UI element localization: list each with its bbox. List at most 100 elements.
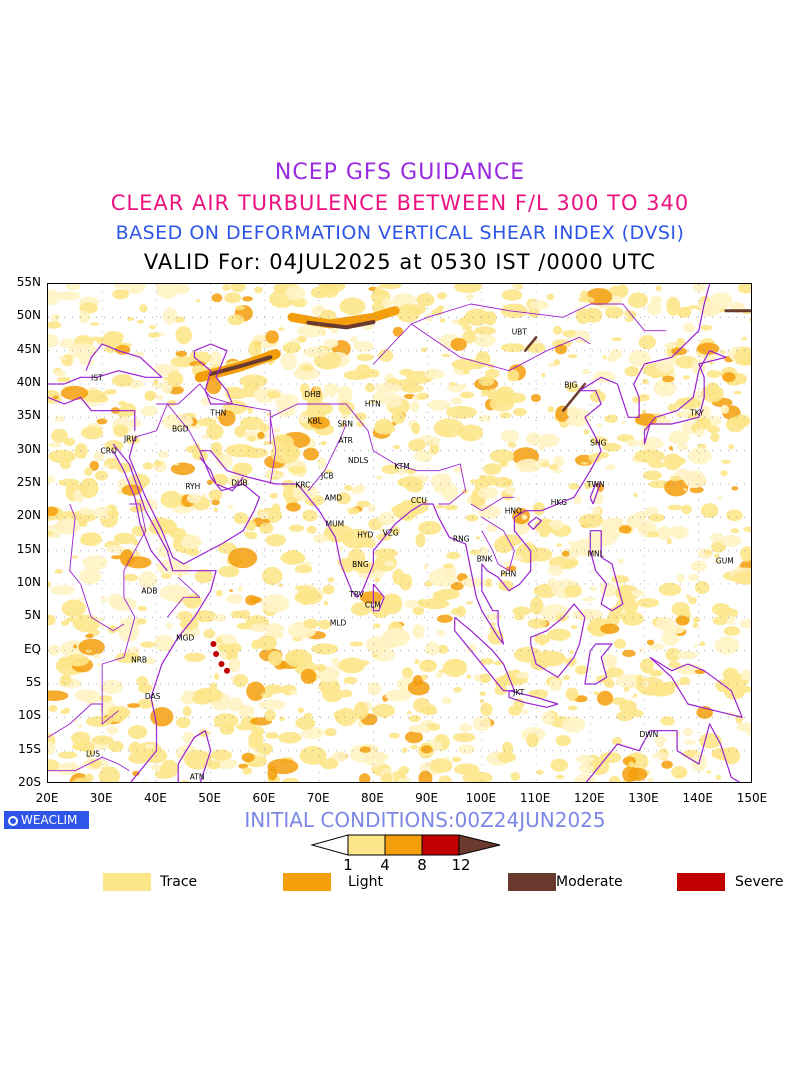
colorbar-min-arrow (310, 834, 349, 856)
trace-turbulence-patch (616, 711, 635, 721)
lon-label: 100E (465, 791, 497, 805)
trace-turbulence-patch (432, 590, 449, 602)
trace-turbulence-patch (210, 441, 223, 455)
trace-turbulence-patch (623, 686, 630, 692)
trace-turbulence-patch (288, 466, 306, 474)
trace-turbulence-patch (469, 479, 479, 484)
trace-turbulence-patch (500, 343, 525, 353)
political-border (48, 756, 130, 772)
lon-label: 40E (144, 791, 167, 805)
trace-turbulence-patch (299, 746, 327, 765)
trace-turbulence-patch (476, 336, 486, 341)
trace-turbulence-patch (385, 689, 412, 702)
trace-turbulence-patch (681, 504, 692, 515)
trace-turbulence-patch (127, 317, 135, 321)
trace-turbulence-patch (239, 374, 268, 388)
station-label: CRO (101, 447, 117, 456)
trace-turbulence-patch (553, 359, 561, 365)
light-turbulence-patch (228, 547, 258, 569)
trace-turbulence-patch (728, 444, 735, 450)
trace-turbulence-patch (526, 436, 535, 443)
lat-label: 10S (18, 708, 41, 723)
trace-turbulence-patch (230, 675, 235, 681)
trace-turbulence-patch (621, 611, 644, 626)
political-border (134, 403, 201, 451)
trace-turbulence-patch (437, 305, 445, 311)
light-turbulence-patch (170, 462, 195, 476)
trace-turbulence-patch (285, 549, 302, 564)
trace-turbulence-patch (641, 409, 647, 414)
trace-turbulence-patch (569, 650, 574, 655)
trace-turbulence-patch (412, 606, 425, 616)
graticule (48, 284, 751, 782)
trace-turbulence-patch (277, 473, 283, 478)
trace-turbulence-patch (671, 766, 688, 779)
lon-label: 60E (252, 791, 276, 805)
trace-turbulence-patch (177, 611, 193, 621)
political-border (156, 383, 271, 444)
trace-turbulence-patch (281, 777, 300, 782)
station-label: KRC (295, 481, 310, 490)
trace-turbulence-patch (265, 732, 279, 740)
light-turbulence-patch (689, 486, 704, 494)
trace-turbulence-patch (536, 769, 544, 775)
light-turbulence-patch (96, 418, 108, 425)
trace-turbulence-patch (466, 674, 472, 679)
trace-turbulence-patch (586, 623, 606, 633)
legend-swatch-light (283, 873, 331, 891)
coastline (584, 643, 613, 685)
trace-turbulence-patch (79, 358, 94, 366)
trace-turbulence-patch (224, 292, 242, 304)
trace-turbulence-patch (484, 582, 493, 588)
trace-turbulence-patch (96, 662, 102, 667)
trace-turbulence-patch (391, 411, 406, 424)
trace-turbulence-patch (749, 317, 751, 322)
trace-turbulence-patch (232, 674, 249, 688)
trace-turbulence-patch (156, 394, 164, 401)
trace-turbulence-patch (182, 731, 195, 744)
trace-turbulence-patch (699, 641, 706, 647)
trace-turbulence-patch (506, 369, 520, 382)
trace-turbulence-patch (313, 533, 328, 544)
trace-turbulence-patch (137, 698, 155, 709)
trace-turbulence-patch (374, 577, 381, 583)
trace-turbulence-patch (679, 676, 690, 686)
station-label: ATN (190, 773, 205, 782)
light-turbulence-patch (512, 508, 530, 525)
weaclim-logo: WEACLIM (4, 811, 89, 829)
trace-turbulence-patch (372, 703, 396, 718)
trace-turbulence-patch (528, 547, 553, 562)
trace-turbulence-patch (163, 307, 178, 325)
trace-turbulence-patch (193, 610, 217, 623)
political-border (470, 496, 515, 512)
trace-turbulence-patch (515, 458, 542, 473)
trace-turbulence-patch (102, 464, 111, 468)
trace-turbulence-patch (383, 560, 395, 567)
trace-turbulence-patch (446, 405, 477, 419)
light-turbulence-patch (585, 288, 613, 306)
trace-turbulence-patch (537, 650, 566, 667)
trace-turbulence-patch (733, 390, 742, 395)
trace-turbulence-patch (688, 596, 697, 605)
trace-turbulence-patch (493, 390, 512, 405)
trace-turbulence-patch (458, 723, 473, 733)
station-label: KTM (394, 462, 409, 471)
trace-turbulence-patch (542, 650, 550, 654)
trace-turbulence-patch (107, 510, 120, 517)
trace-turbulence-patch (475, 536, 481, 540)
jet-streak (208, 355, 273, 376)
trace-turbulence-patch (367, 681, 382, 696)
trace-turbulence-patch (85, 716, 112, 727)
trace-turbulence-patch (305, 391, 324, 406)
trace-turbulence-patch (195, 299, 201, 303)
station-label: PHN (501, 569, 517, 578)
trace-turbulence-patch (371, 653, 379, 658)
trace-turbulence-patch (695, 417, 712, 430)
station-label: MGD (176, 633, 194, 642)
trace-turbulence-patch (238, 707, 247, 719)
trace-turbulence-patch (178, 573, 182, 578)
trace-turbulence-patch (638, 436, 664, 450)
station-label: AMD (325, 493, 343, 502)
light-turbulence-patch (359, 773, 371, 782)
lat-label: 50N (16, 308, 41, 323)
